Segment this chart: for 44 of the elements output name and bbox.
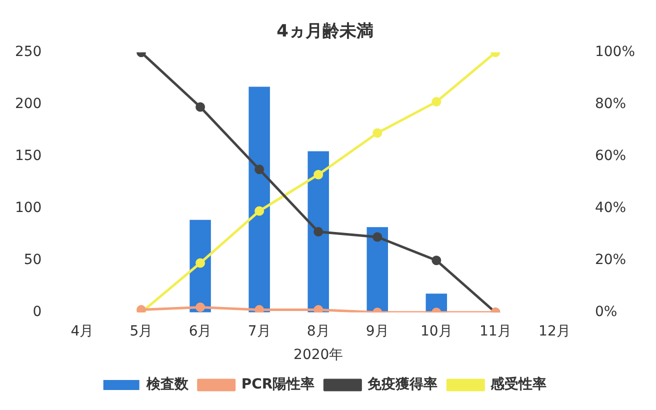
y2-tick-label: 60%: [594, 148, 626, 164]
point: [432, 97, 442, 107]
x-axis-title: 2020年: [294, 347, 344, 364]
x-tick-label: 7月: [248, 323, 271, 340]
point: [372, 232, 382, 242]
y-tick-label: 100: [14, 200, 42, 216]
y-tick-label: 0: [32, 304, 42, 320]
point: [196, 302, 206, 312]
point: [432, 256, 442, 266]
legend-label: 感受性率: [490, 376, 547, 393]
bar: [366, 227, 388, 312]
point: [136, 305, 146, 312]
y-tick-label: 250: [14, 44, 42, 60]
y-tick-label: 150: [14, 148, 42, 164]
point: [254, 164, 264, 174]
y2-tick-label: 100%: [594, 44, 636, 60]
y-tick-label: 200: [14, 96, 42, 112]
x-tick-label: 5月: [130, 323, 153, 340]
bar: [248, 86, 270, 312]
y-tick-label: 50: [24, 252, 42, 268]
y2-tick-label: 0%: [594, 304, 618, 320]
point: [372, 128, 382, 138]
bar: [308, 151, 329, 312]
point: [196, 102, 206, 112]
x-tick-label: 12月: [538, 323, 570, 340]
x-tick-label: 9月: [366, 323, 389, 340]
legend-label: 免疫獲得率: [366, 376, 438, 393]
point: [254, 206, 264, 216]
legend-label: 検査数: [145, 376, 190, 393]
y2-tick-label: 20%: [594, 252, 626, 268]
legend-label: PCR陽性率: [241, 376, 315, 393]
y2-tick-label: 40%: [594, 200, 626, 216]
x-tick-label: 8月: [306, 323, 330, 340]
x-tick-label: 10月: [420, 323, 452, 340]
point: [254, 305, 264, 312]
point: [196, 258, 206, 268]
x-tick-label: 6月: [188, 323, 212, 340]
x-tick-label: 4月: [70, 323, 94, 340]
chart-title: 4ヵ月齢未満: [276, 22, 374, 42]
point: [314, 227, 324, 237]
x-tick-label: 11月: [480, 323, 512, 340]
point: [314, 170, 324, 180]
point: [314, 305, 324, 312]
y2-tick-label: 80%: [594, 96, 626, 112]
